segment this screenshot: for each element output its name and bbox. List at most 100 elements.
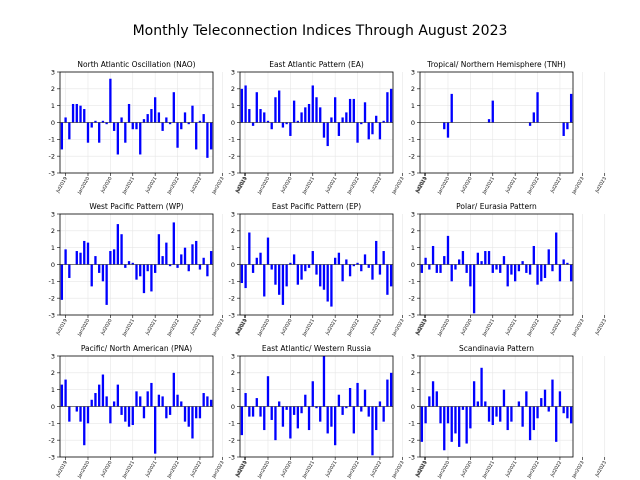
bar xyxy=(86,242,90,265)
bar xyxy=(105,122,108,125)
bar xyxy=(83,109,86,123)
bar xyxy=(198,264,202,270)
bar xyxy=(547,406,550,412)
x-tick-label: Jul2019 xyxy=(55,176,69,195)
bar xyxy=(83,240,86,265)
bar xyxy=(469,406,472,429)
y-tick-label: -3 xyxy=(49,453,55,461)
bar xyxy=(510,264,513,275)
chart-title: West Pacific Pattern (WP) xyxy=(89,202,183,211)
bar xyxy=(116,224,119,265)
bar xyxy=(465,264,468,273)
y-tick-label: 3 xyxy=(51,68,55,76)
x-tick-label: Jul2023 xyxy=(594,176,608,195)
y-tick-label: -1 xyxy=(229,420,235,428)
bar xyxy=(176,264,179,268)
bar xyxy=(502,256,506,265)
bar xyxy=(198,406,202,419)
bar xyxy=(304,264,307,272)
chart-panel-3: Tropical/ Northern Hemisphere (TNH) -3 -2 -… xyxy=(409,60,608,196)
y-tick-label: -2 xyxy=(409,152,415,160)
x-tick-label: Jul2019 xyxy=(55,460,69,479)
bar xyxy=(382,120,385,123)
bar xyxy=(363,254,367,265)
bar xyxy=(465,406,468,444)
bar xyxy=(322,122,326,138)
bar xyxy=(142,119,146,123)
x-tick-label: Jul2020 xyxy=(459,318,473,337)
bar xyxy=(86,122,90,143)
bar xyxy=(259,109,262,123)
bar xyxy=(124,122,127,143)
bar xyxy=(292,254,296,265)
bar xyxy=(244,85,247,123)
x-tick-label: Jan2022 xyxy=(166,460,181,480)
bar xyxy=(371,264,374,280)
bar xyxy=(172,222,175,265)
bar xyxy=(135,122,138,130)
bar xyxy=(435,391,438,407)
x-tick-label: Jul2020 xyxy=(459,176,473,195)
bar xyxy=(109,78,112,123)
y-tick-label: 0 xyxy=(411,261,415,269)
bar xyxy=(319,264,322,287)
bar xyxy=(382,406,385,422)
bar xyxy=(131,122,134,130)
y-tick-label: 1 xyxy=(411,244,415,252)
bar xyxy=(356,262,359,265)
bar xyxy=(389,264,393,287)
bar xyxy=(112,249,116,265)
bar xyxy=(428,396,431,407)
bar xyxy=(431,381,435,407)
bar xyxy=(311,381,314,407)
bar xyxy=(378,264,382,275)
bar xyxy=(532,406,535,431)
bar xyxy=(292,100,296,123)
bar xyxy=(161,396,164,407)
y-tick-label: 3 xyxy=(231,352,235,360)
bar xyxy=(341,117,344,123)
bar xyxy=(98,122,101,143)
bar xyxy=(345,406,348,409)
bar xyxy=(285,264,288,287)
plot-frame xyxy=(239,213,394,316)
y-tick-label: -2 xyxy=(49,152,55,160)
bar xyxy=(341,406,344,415)
y-tick-label: -3 xyxy=(409,453,415,461)
bar xyxy=(79,406,82,422)
bar xyxy=(420,264,424,273)
chart-panel-8: East Atlantic/ Western Russia -3 -2 -1 0 1 2 3 J… xyxy=(229,344,428,480)
bar xyxy=(105,264,108,305)
bar xyxy=(435,264,438,273)
y-tick-label: 0 xyxy=(411,119,415,127)
bar xyxy=(315,264,318,275)
bar xyxy=(292,406,296,415)
bar xyxy=(251,406,255,417)
bar xyxy=(458,406,461,447)
x-tick-label: Jul2021 xyxy=(504,318,518,337)
x-tick-label: Jul2021 xyxy=(144,176,158,195)
bar xyxy=(296,120,299,123)
y-tick-label: -1 xyxy=(229,278,235,286)
bar xyxy=(360,264,363,272)
bar xyxy=(378,401,382,407)
x-tick-label: Jan2020 xyxy=(76,176,91,196)
bar xyxy=(356,122,359,143)
bar xyxy=(367,122,370,140)
x-tick-label: Jan2021 xyxy=(121,460,136,480)
y-tick-label: 0 xyxy=(51,261,55,269)
bar xyxy=(90,399,93,407)
bar xyxy=(270,406,273,420)
y-tick-label: -2 xyxy=(229,436,235,444)
x-tick-label: Jul2022 xyxy=(369,460,383,479)
x-tick-label: Jan2023 xyxy=(390,318,405,338)
bar xyxy=(363,102,367,123)
y-tick-label: -1 xyxy=(409,420,415,428)
x-tick-label: Jan2020 xyxy=(436,460,451,480)
bar xyxy=(469,264,472,287)
bar xyxy=(274,264,277,285)
x-tick-label: Jul2020 xyxy=(279,460,293,479)
y-tick-label: 3 xyxy=(231,210,235,218)
bar xyxy=(348,98,352,123)
bar xyxy=(472,381,476,407)
